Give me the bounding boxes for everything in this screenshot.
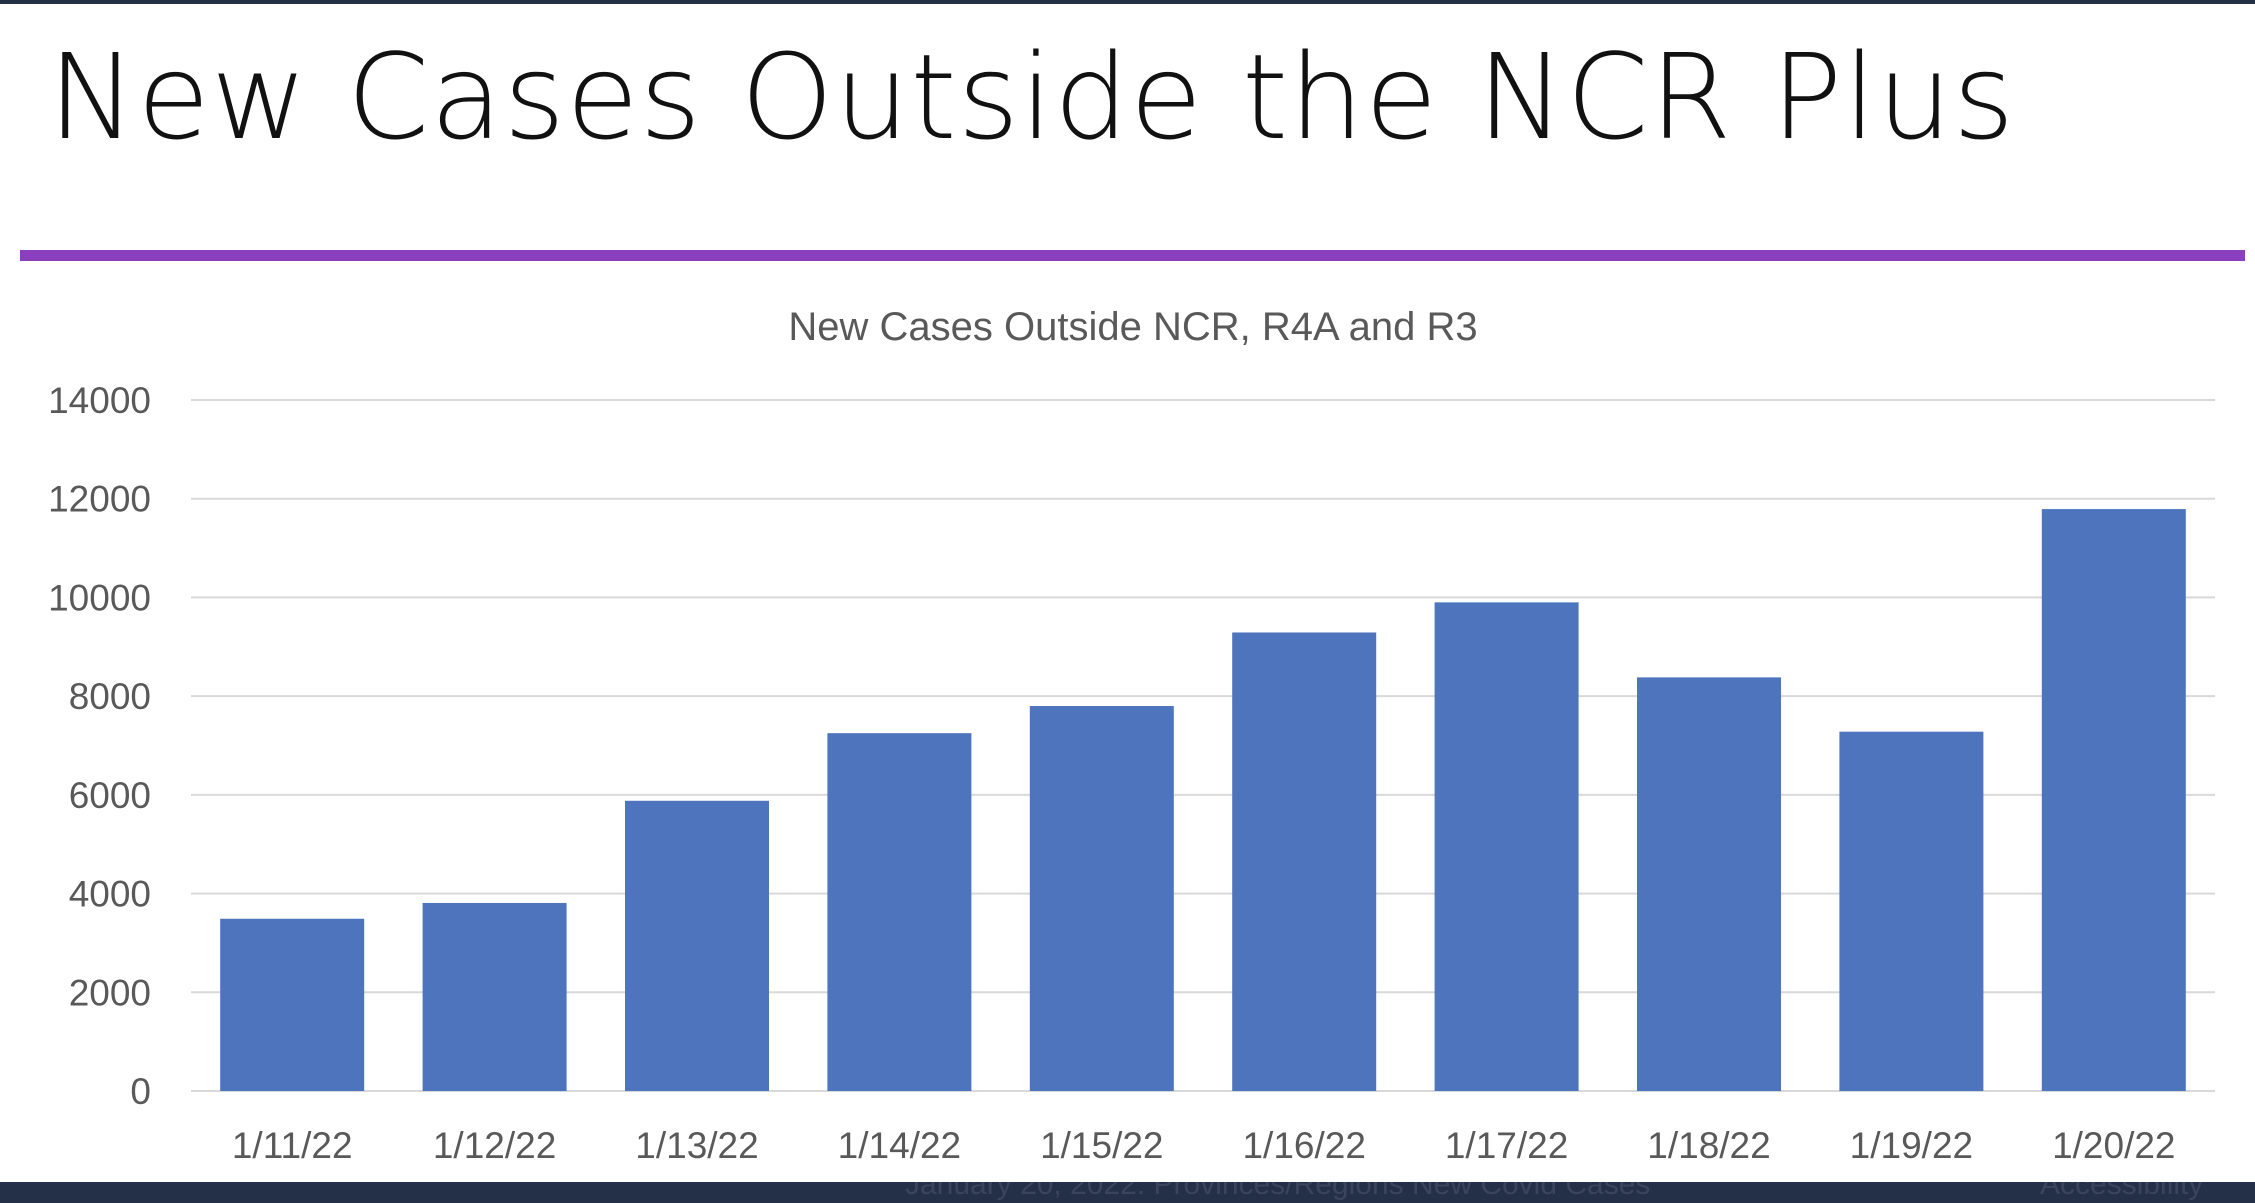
x-tick-label: 1/19/22 [1850, 1125, 1973, 1166]
y-tick-label: 2000 [69, 972, 151, 1013]
bar-1-19-22 [1839, 731, 1984, 1091]
y-tick-label: 6000 [69, 775, 151, 816]
footer-accessibility[interactable]: Accessibility [2040, 1182, 2204, 1201]
bar-1-20-22 [2041, 509, 2186, 1091]
title-divider [20, 250, 2245, 261]
bars [220, 509, 2186, 1091]
bar-1-11-22 [220, 918, 365, 1091]
y-tick-label: 10000 [48, 577, 151, 618]
x-tick-label: 1/20/22 [2052, 1125, 2175, 1166]
footer-bar: January 20, 2022: Provinces/Regions New … [0, 1182, 2255, 1203]
y-tick-label: 14000 [48, 380, 151, 421]
bar-1-16-22 [1232, 632, 1377, 1091]
x-tick-label: 1/17/22 [1445, 1125, 1568, 1166]
bar-chart: New Cases Outside NCR, R4A and R3 0 2000 4… [48, 305, 2215, 1166]
x-tick-label: 1/16/22 [1242, 1125, 1365, 1166]
y-axis-ticks: 0 2000 4000 6000 8000 10000 12000 14000 [48, 380, 151, 1112]
x-tick-label: 1/13/22 [635, 1125, 758, 1166]
bar-1-18-22 [1637, 677, 1781, 1091]
y-tick-label: 8000 [69, 676, 151, 717]
y-tick-label: 12000 [48, 479, 151, 520]
footer-caption: January 20, 2022: Provinces/Regions New … [905, 1182, 1651, 1201]
top-bar [0, 0, 2255, 4]
bar-1-13-22 [625, 800, 769, 1091]
bar-1-14-22 [827, 733, 972, 1091]
slide-title: New Cases Outside the NCR Plus [48, 28, 2016, 166]
bar-1-15-22 [1029, 706, 1174, 1091]
chart-title: New Cases Outside NCR, R4A and R3 [788, 305, 1477, 349]
x-tick-label: 1/14/22 [838, 1125, 961, 1166]
y-tick-label: 4000 [69, 874, 151, 915]
bar-1-12-22 [422, 902, 567, 1091]
x-tick-label: 1/18/22 [1647, 1125, 1770, 1166]
x-axis-ticks: 1/11/22 1/12/22 1/13/22 1/14/22 1/15/22 1/16/… [232, 1125, 2176, 1166]
x-tick-label: 1/11/22 [232, 1125, 353, 1166]
bar-1-17-22 [1434, 602, 1579, 1091]
x-tick-label: 1/15/22 [1040, 1125, 1163, 1166]
y-tick-label: 0 [130, 1071, 151, 1112]
x-tick-label: 1/12/22 [433, 1125, 556, 1166]
